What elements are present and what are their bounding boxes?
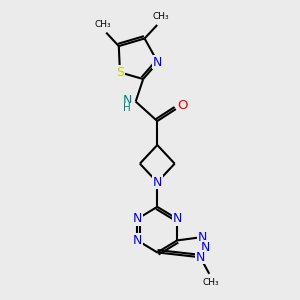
Text: N: N: [197, 231, 207, 244]
Text: N: N: [133, 234, 142, 247]
Text: N: N: [201, 241, 211, 254]
Text: N: N: [153, 176, 162, 189]
Text: N: N: [133, 212, 142, 225]
Text: O: O: [177, 99, 188, 112]
Text: N: N: [153, 56, 163, 69]
Text: N: N: [172, 212, 182, 225]
Text: S: S: [116, 66, 124, 79]
Text: H: H: [123, 103, 131, 113]
Text: CH₃: CH₃: [202, 278, 219, 287]
Text: CH₃: CH₃: [152, 12, 169, 21]
Text: N: N: [123, 94, 132, 106]
Text: N: N: [196, 251, 205, 264]
Text: CH₃: CH₃: [94, 20, 111, 29]
